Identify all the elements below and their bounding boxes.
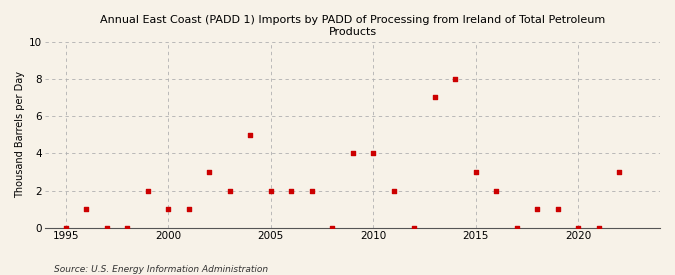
Point <box>491 188 502 193</box>
Point <box>204 170 215 174</box>
Point <box>572 226 583 230</box>
Point <box>388 188 399 193</box>
Point <box>163 207 173 211</box>
Point <box>429 95 440 100</box>
Point <box>60 226 71 230</box>
Point <box>224 188 235 193</box>
Point <box>614 170 624 174</box>
Point <box>368 151 379 156</box>
Point <box>450 77 460 81</box>
Point <box>81 207 92 211</box>
Point <box>511 226 522 230</box>
Point <box>552 207 563 211</box>
Point <box>306 188 317 193</box>
Point <box>244 133 255 137</box>
Point <box>408 226 419 230</box>
Title: Annual East Coast (PADD 1) Imports by PADD of Processing from Ireland of Total P: Annual East Coast (PADD 1) Imports by PA… <box>100 15 605 37</box>
Point <box>142 188 153 193</box>
Point <box>101 226 112 230</box>
Point <box>327 226 338 230</box>
Y-axis label: Thousand Barrels per Day: Thousand Barrels per Day <box>15 71 25 198</box>
Point <box>347 151 358 156</box>
Point <box>183 207 194 211</box>
Point <box>593 226 604 230</box>
Text: Source: U.S. Energy Information Administration: Source: U.S. Energy Information Administ… <box>54 265 268 274</box>
Point <box>470 170 481 174</box>
Point <box>286 188 296 193</box>
Point <box>122 226 132 230</box>
Point <box>532 207 543 211</box>
Point <box>265 188 276 193</box>
